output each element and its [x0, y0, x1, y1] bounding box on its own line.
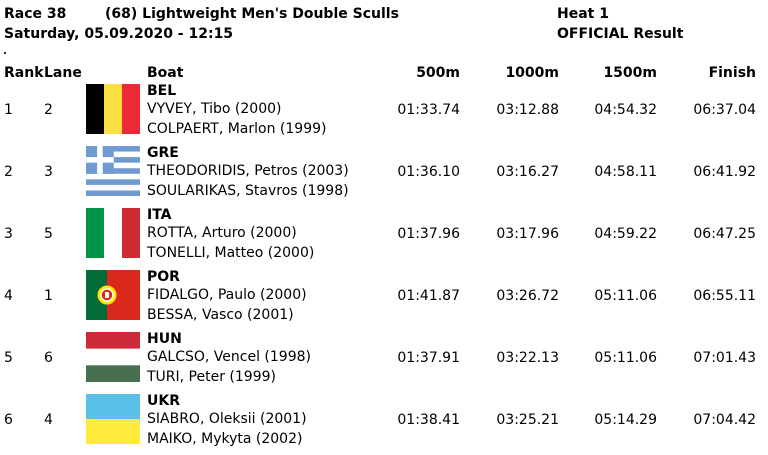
column-lane: Lane	[44, 65, 82, 81]
result-status: OFFICIAL Result	[557, 26, 684, 42]
lane-value: 4	[44, 412, 53, 428]
lane-value: 1	[44, 288, 53, 304]
rower-name: SIABRO, Oleksii (2001)	[147, 411, 307, 427]
rower-name: TONELLI, Matteo (2000)	[147, 245, 315, 261]
lane-value: 5	[44, 226, 53, 242]
rower-name: THEODORIDIS, Petros (2003)	[147, 163, 349, 179]
rower-name: MAIKO, Mykyta (2002)	[147, 431, 303, 447]
rower-name: GALCSO, Vencel (1998)	[147, 349, 311, 365]
column-1500m: 1500m	[603, 65, 657, 81]
rank-value: 3	[4, 226, 13, 242]
split-1500m: 04:59.22	[594, 226, 657, 242]
rower-name: TURI, Peter (1999)	[147, 369, 276, 385]
country-code: UKR	[147, 393, 180, 409]
split-1000m: 03:17.96	[496, 226, 559, 242]
rank-value: 6	[4, 412, 13, 428]
event-title: (68) Lightweight Men's Double Sculls	[105, 6, 399, 22]
column-rank: Rank	[4, 65, 44, 81]
race-datetime: Saturday, 05.09.2020 - 12:15	[4, 26, 234, 42]
split-1500m: 05:11.06	[594, 350, 657, 366]
finish-time: 06:55.11	[693, 288, 756, 304]
split-500m: 01:36.10	[397, 164, 460, 180]
decorative-dot	[4, 52, 6, 54]
finish-time: 07:04.42	[693, 412, 756, 428]
split-1000m: 03:12.88	[496, 102, 559, 118]
heat-label: Heat 1	[557, 6, 609, 22]
column-500m: 500m	[416, 65, 460, 81]
column-finish: Finish	[708, 65, 756, 81]
italy-flag-icon	[86, 208, 140, 258]
country-code: HUN	[147, 331, 182, 347]
column-1000m: 1000m	[505, 65, 559, 81]
rower-name: VYVEY, Tibo (2000)	[147, 101, 282, 117]
country-code: GRE	[147, 145, 179, 161]
finish-time: 06:41.92	[693, 164, 756, 180]
rower-name: BESSA, Vasco (2001)	[147, 307, 294, 323]
split-1500m: 04:54.32	[594, 102, 657, 118]
split-1500m: 05:14.29	[594, 412, 657, 428]
greece-flag-icon	[86, 146, 140, 196]
lane-value: 3	[44, 164, 53, 180]
hungary-flag-icon	[86, 332, 140, 382]
country-code: BEL	[147, 83, 177, 99]
lane-value: 6	[44, 350, 53, 366]
country-code: POR	[147, 269, 180, 285]
split-500m: 01:37.96	[397, 226, 460, 242]
split-1000m: 03:22.13	[496, 350, 559, 366]
portugal-flag-icon	[86, 270, 140, 320]
split-500m: 01:37.91	[397, 350, 460, 366]
finish-time: 06:47.25	[693, 226, 756, 242]
rank-value: 2	[4, 164, 13, 180]
split-500m: 01:38.41	[397, 412, 460, 428]
country-code: ITA	[147, 207, 172, 223]
split-1000m: 03:16.27	[496, 164, 559, 180]
split-500m: 01:41.87	[397, 288, 460, 304]
split-500m: 01:33.74	[397, 102, 460, 118]
rank-value: 1	[4, 102, 13, 118]
finish-time: 06:37.04	[693, 102, 756, 118]
split-1500m: 04:58.11	[594, 164, 657, 180]
belgium-flag-icon	[86, 84, 140, 134]
split-1000m: 03:25.21	[496, 412, 559, 428]
finish-time: 07:01.43	[693, 350, 756, 366]
ukraine-flag-icon	[86, 394, 140, 444]
rank-value: 4	[4, 288, 13, 304]
split-1500m: 05:11.06	[594, 288, 657, 304]
column-boat: Boat	[147, 65, 184, 81]
race-number: Race 38	[4, 6, 67, 22]
rower-name: COLPAERT, Marlon (1999)	[147, 121, 327, 137]
rower-name: ROTTA, Arturo (2000)	[147, 225, 297, 241]
rower-name: SOULARIKAS, Stavros (1998)	[147, 183, 349, 199]
rank-value: 5	[4, 350, 13, 366]
split-1000m: 03:26.72	[496, 288, 559, 304]
lane-value: 2	[44, 102, 53, 118]
rower-name: FIDALGO, Paulo (2000)	[147, 287, 307, 303]
